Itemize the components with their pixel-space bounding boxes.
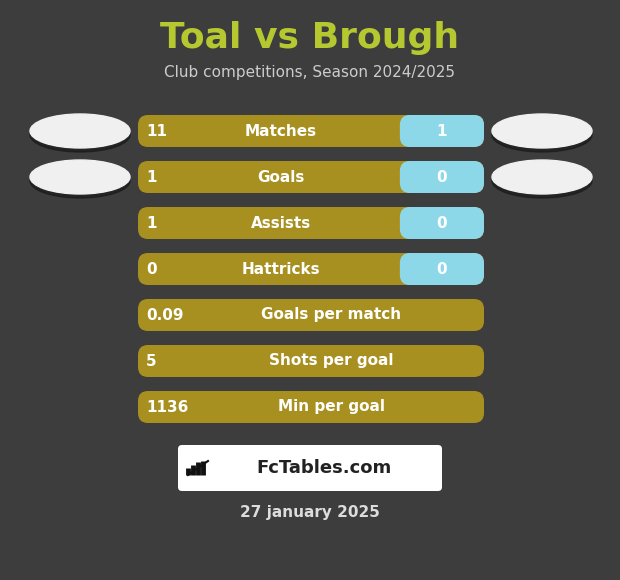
Text: Hattricks: Hattricks — [242, 262, 321, 277]
FancyBboxPatch shape — [138, 115, 484, 147]
Ellipse shape — [30, 114, 130, 148]
Text: 0: 0 — [436, 262, 447, 277]
Ellipse shape — [30, 118, 130, 152]
Text: Goals: Goals — [257, 169, 304, 184]
Text: Matches: Matches — [245, 124, 317, 139]
Ellipse shape — [492, 160, 592, 194]
Text: 0: 0 — [436, 216, 447, 230]
Ellipse shape — [30, 160, 130, 194]
Text: 1136: 1136 — [146, 400, 188, 415]
Text: 5: 5 — [146, 353, 157, 368]
Text: 11: 11 — [146, 124, 167, 139]
FancyBboxPatch shape — [400, 115, 484, 147]
Text: 27 january 2025: 27 january 2025 — [240, 506, 380, 520]
Text: 1: 1 — [146, 169, 156, 184]
FancyBboxPatch shape — [138, 253, 484, 285]
Text: 0.09: 0.09 — [146, 307, 184, 322]
Text: 1: 1 — [146, 216, 156, 230]
Ellipse shape — [492, 118, 592, 152]
Text: 0: 0 — [436, 169, 447, 184]
Ellipse shape — [30, 164, 130, 198]
FancyBboxPatch shape — [400, 207, 484, 239]
Text: 0: 0 — [146, 262, 157, 277]
FancyBboxPatch shape — [138, 345, 484, 377]
Text: FcTables.com: FcTables.com — [257, 459, 392, 477]
Text: Goals per match: Goals per match — [261, 307, 401, 322]
FancyBboxPatch shape — [400, 253, 484, 285]
FancyBboxPatch shape — [138, 391, 484, 423]
Ellipse shape — [492, 164, 592, 198]
FancyBboxPatch shape — [400, 161, 484, 193]
FancyBboxPatch shape — [138, 207, 484, 239]
Text: Assists: Assists — [251, 216, 311, 230]
Text: Shots per goal: Shots per goal — [268, 353, 393, 368]
FancyBboxPatch shape — [138, 299, 484, 331]
Text: Club competitions, Season 2024/2025: Club competitions, Season 2024/2025 — [164, 64, 456, 79]
Ellipse shape — [492, 114, 592, 148]
FancyBboxPatch shape — [178, 445, 442, 491]
Text: 1: 1 — [436, 124, 447, 139]
Text: Toal vs Brough: Toal vs Brough — [161, 21, 459, 55]
Text: Min per goal: Min per goal — [278, 400, 384, 415]
FancyBboxPatch shape — [138, 161, 484, 193]
